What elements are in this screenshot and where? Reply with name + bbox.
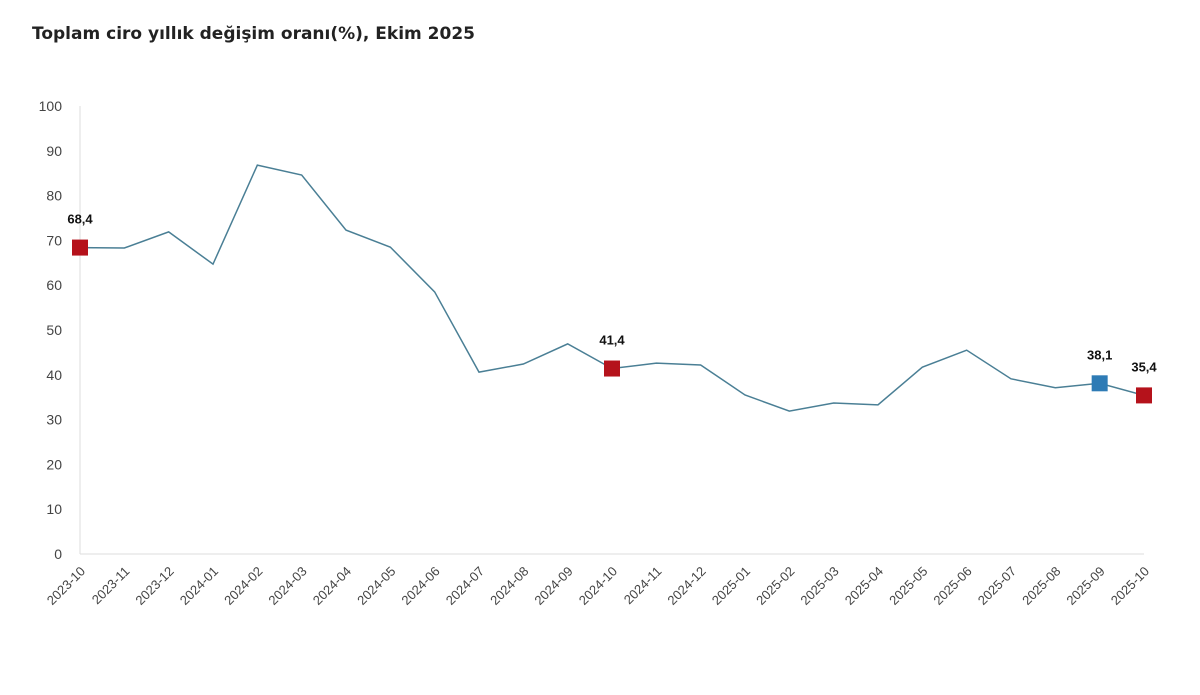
x-tick-label: 2024-11 [621,564,665,608]
y-tick-label: 70 [46,232,62,248]
x-tick-label: 2025-09 [1063,564,1107,608]
x-tick-label: 2024-06 [398,564,442,608]
data-point-marker [1091,375,1108,392]
x-tick-label: 2025-04 [842,564,886,608]
x-tick-label: 2025-02 [753,564,797,608]
x-tick-label: 2025-01 [709,564,753,608]
y-tick-label: 80 [46,188,62,204]
y-tick-label: 10 [46,501,62,517]
x-tick-label: 2024-07 [443,564,487,608]
x-tick-label: 2025-03 [797,564,841,608]
y-tick-label: 20 [46,456,62,472]
data-point-marker [72,239,88,256]
data-label: 35,4 [1131,359,1157,374]
y-tick-label: 50 [46,322,62,338]
y-tick-label: 90 [46,143,62,159]
x-tick-label: 2024-10 [576,564,620,608]
x-tick-label: 2023-11 [89,564,133,608]
y-tick-label: 100 [39,98,63,114]
x-tick-label: 2025-10 [1108,564,1152,608]
data-label: 68,4 [67,212,93,227]
x-tick-label: 2023-12 [132,564,176,608]
x-tick-label: 2024-02 [221,564,265,608]
x-tick-label: 2025-08 [1019,564,1063,608]
x-tick-label: 2025-05 [886,564,930,608]
y-tick-label: 60 [46,277,62,293]
x-tick-label: 2025-06 [930,564,974,608]
data-point-marker [604,360,620,377]
y-tick-label: 0 [54,546,62,562]
x-tick-label: 2024-03 [265,564,309,608]
x-tick-label: 2024-01 [177,564,221,608]
x-tick-label: 2025-07 [975,564,1019,608]
x-tick-label: 2024-08 [487,564,531,608]
x-tick-label: 2024-12 [664,564,708,608]
data-label: 41,4 [599,333,625,348]
x-tick-label: 2024-04 [310,564,354,608]
x-tick-label: 2024-05 [354,564,398,608]
y-tick-label: 30 [46,412,62,428]
y-tick-label: 40 [46,367,62,383]
x-tick-label: 2024-09 [531,564,575,608]
data-label: 38,1 [1087,347,1112,362]
data-point-marker [1136,387,1152,404]
chart-title: Toplam ciro yıllık değişim oranı(%), Eki… [32,24,475,44]
x-tick-label: 2023-10 [44,564,88,608]
